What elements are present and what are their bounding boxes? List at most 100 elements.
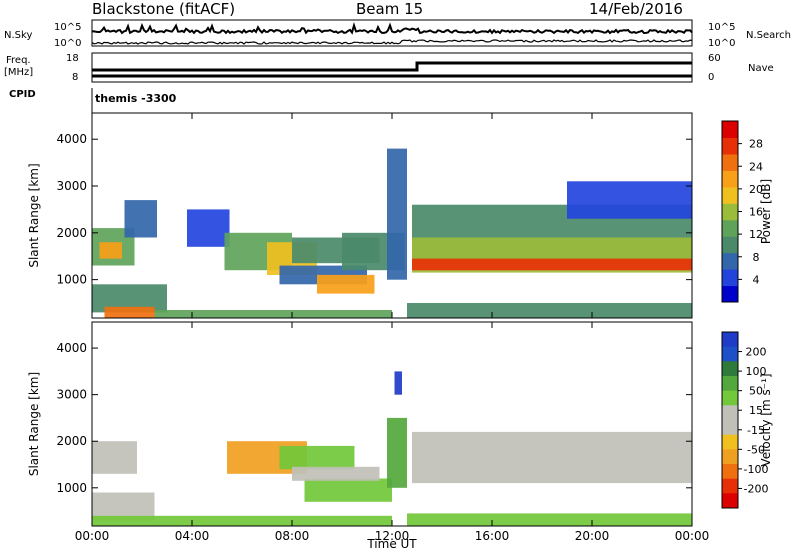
- colorbar-segment: [722, 219, 738, 237]
- noise-tick-bottom-left: 10^0: [54, 38, 82, 49]
- y-tick-label: 4000: [56, 341, 87, 355]
- velocity-colorbar-segment: [722, 405, 738, 421]
- colorbar-tick-label: 15: [749, 404, 763, 417]
- colorbar-tick-label: -200: [744, 482, 769, 495]
- freq-unit: [MHz]: [4, 67, 34, 78]
- freq-label: Freq.: [6, 55, 31, 66]
- freq-tick-top: 18: [66, 53, 79, 64]
- velocity-colorbar-frame: [721, 331, 739, 509]
- y-tick-label: 3000: [56, 179, 87, 193]
- colorbar-tick-label: 12: [749, 228, 763, 241]
- data-band: [99, 242, 122, 259]
- nsky-label: N.Sky: [4, 30, 33, 41]
- data-band: [407, 303, 692, 318]
- chart-panel-power: [91, 112, 742, 319]
- colorbar-label: Power [dB]: [759, 179, 773, 244]
- data-band: [387, 417, 407, 488]
- data-band: [412, 258, 692, 271]
- colorbar-segment: [722, 186, 738, 204]
- colorbar-tick-label: -50: [747, 443, 765, 456]
- data-band: [92, 441, 137, 474]
- colorbar-segment: [722, 121, 738, 138]
- colorbar-label: Velocity [m s⁻¹]: [759, 373, 773, 466]
- noise-tick-top-right: 10^5: [708, 22, 736, 33]
- nave-tick-top: 60: [708, 53, 721, 64]
- colorbar-segment: [722, 137, 738, 155]
- noise-tick-top-left: 10^5: [54, 22, 82, 33]
- colorbar-tick-label: 50: [749, 385, 763, 398]
- velocity-colorbar-segment: [722, 449, 738, 465]
- x-axis-label: Time UT: [366, 537, 417, 551]
- nsearch-label: N.Search: [746, 30, 792, 41]
- data-band: [412, 431, 692, 484]
- colorbar-segment: [722, 203, 738, 221]
- velocity-colorbar-segment: [722, 346, 738, 362]
- data-band: [394, 371, 402, 395]
- noise-search-trace: [91, 39, 693, 45]
- cpid-value: themis -3300: [95, 92, 177, 105]
- colorbar-segment: [722, 285, 738, 303]
- colorbar-tick-label: 4: [753, 273, 760, 286]
- colorbar-tick-label: 8: [753, 251, 760, 264]
- x-tick-label: 00:00: [75, 529, 110, 543]
- velocity-colorbar-segment: [722, 390, 738, 406]
- nave-trace: [92, 61, 692, 72]
- data-band: [304, 478, 392, 502]
- data-band: [292, 466, 380, 481]
- velocity-colorbar-segment: [722, 478, 738, 494]
- colorbar-tick-label: 16: [749, 206, 763, 219]
- colorbar-segment: [722, 252, 738, 270]
- data-band: [154, 310, 392, 318]
- y-tick-label: 3000: [56, 388, 87, 402]
- colorbar-tick-label: -15: [747, 424, 765, 437]
- colorbar-segment: [722, 269, 738, 287]
- velocity-colorbar-segment: [722, 493, 738, 509]
- colorbar-tick-label: 100: [746, 365, 767, 378]
- y-tick-label: 2000: [56, 434, 87, 448]
- data-band: [187, 209, 230, 247]
- x-tick-label: 04:00: [175, 529, 210, 543]
- date-title: 14/Feb/2016: [589, 0, 683, 18]
- chart-panel-velocity: [91, 321, 742, 527]
- x-tick-label: 00:00: [675, 529, 710, 543]
- data-band: [92, 492, 155, 521]
- data-band: [407, 513, 692, 526]
- colorbar-segment: [722, 170, 738, 188]
- data-band: [279, 445, 355, 470]
- colorbar-segment: [722, 153, 738, 171]
- x-tick-label: 20:00: [575, 529, 610, 543]
- freq-panel-frame: [91, 52, 693, 83]
- data-band: [104, 306, 155, 318]
- colorbar-tick-label: 20: [749, 183, 763, 196]
- noise-panel-frame: [91, 19, 693, 47]
- nave-label: Nave: [748, 63, 774, 74]
- cpid-label: CPID: [9, 89, 36, 100]
- velocity-colorbar-segment: [722, 332, 738, 348]
- noise-sky-trace: [91, 21, 693, 35]
- x-tick-label: 08:00: [275, 529, 310, 543]
- x-tick-label: 16:00: [475, 529, 510, 543]
- velocity-colorbar-segment: [722, 376, 738, 392]
- y-tick-label: 1000: [56, 481, 87, 495]
- data-band: [124, 200, 157, 238]
- noise-tick-bottom-right: 10^0: [708, 38, 736, 49]
- station-title: Blackstone (fitACF): [92, 0, 236, 18]
- y-tick-label: 1000: [56, 273, 87, 287]
- y-axis-label: Slant Range [km]: [27, 372, 41, 476]
- colorbar-segment: [722, 236, 738, 254]
- velocity-colorbar-segment: [722, 464, 738, 480]
- colorbar-tick-label: 24: [749, 160, 763, 173]
- data-band: [387, 148, 407, 280]
- nave-tick-bottom: 0: [708, 72, 715, 83]
- colorbar-tick-label: -100: [744, 463, 769, 476]
- y-tick-label: 2000: [56, 226, 87, 240]
- data-band: [317, 274, 375, 294]
- y-axis-label: Slant Range [km]: [27, 163, 41, 267]
- freq-tick-bottom: 8: [72, 72, 79, 83]
- data-band: [92, 515, 392, 526]
- colorbar-tick-label: 28: [749, 138, 763, 151]
- beam-title: Beam 15: [356, 0, 424, 18]
- data-band: [567, 181, 692, 219]
- colorbar-tick-label: 200: [746, 346, 767, 359]
